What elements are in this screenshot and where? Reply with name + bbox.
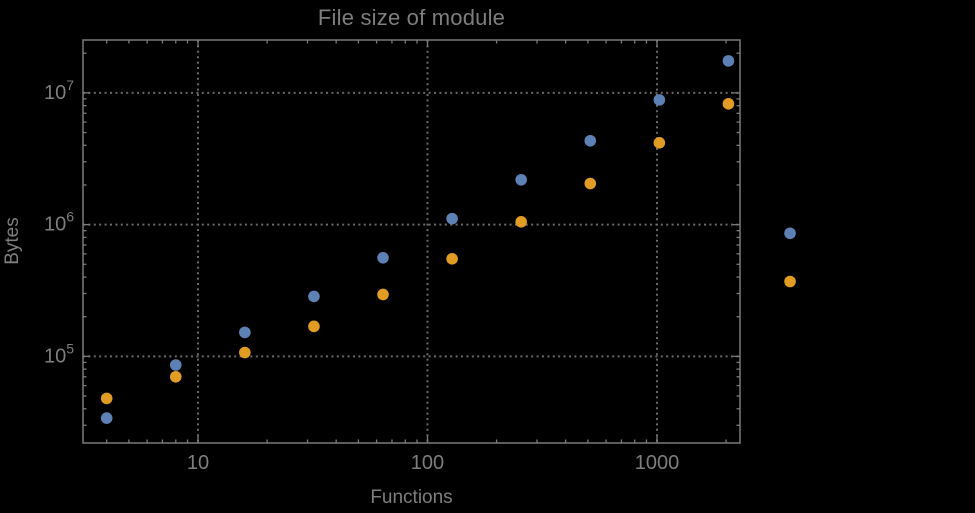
y-axis-label: Bytes xyxy=(2,217,23,265)
data-point-series-1-blue-x3800 xyxy=(784,227,796,240)
data-point-series-2-orange-x8 xyxy=(169,370,182,383)
data-point-series-2-orange-x4 xyxy=(100,392,113,405)
data-point-series-2-orange-x3800 xyxy=(784,275,796,288)
data-point-series-2-orange-x32 xyxy=(308,320,320,333)
y-tick-label: 105 xyxy=(44,340,74,367)
data-point-series-1-blue-x2048 xyxy=(722,55,735,67)
x-axis-label: Functions xyxy=(370,487,453,508)
data-point-series-1-blue-x32 xyxy=(308,290,320,303)
data-point-series-2-orange-x16 xyxy=(239,346,251,359)
data-point-series-1-blue-x1024 xyxy=(653,94,666,106)
plot-frame xyxy=(82,39,741,444)
data-point-series-1-blue-x512 xyxy=(584,134,597,147)
x-tick-label: 100 xyxy=(411,452,444,474)
x-tick-label: 1000 xyxy=(635,452,680,474)
data-point-series-1-blue-x16 xyxy=(239,326,251,339)
data-point-series-2-orange-x256 xyxy=(515,216,527,228)
data-point-series-2-orange-x64 xyxy=(377,288,389,301)
data-point-series-1-blue-x256 xyxy=(515,173,527,186)
data-point-series-2-orange-x512 xyxy=(584,177,597,190)
x-tick-label: 10 xyxy=(187,452,209,474)
data-point-series-1-blue-x64 xyxy=(377,251,389,264)
chart-title: File size of module xyxy=(317,5,506,30)
y-tick-label: 107 xyxy=(44,77,74,104)
data-point-series-2-orange-x2048 xyxy=(722,98,735,110)
data-point-series-1-blue-x8 xyxy=(169,359,182,371)
data-point-series-2-orange-x1024 xyxy=(653,136,666,149)
y-tick-label: 106 xyxy=(44,209,74,236)
data-point-series-1-blue-x128 xyxy=(446,212,458,225)
data-point-series-2-orange-x128 xyxy=(446,253,458,265)
data-point-series-1-blue-x4 xyxy=(100,412,113,424)
